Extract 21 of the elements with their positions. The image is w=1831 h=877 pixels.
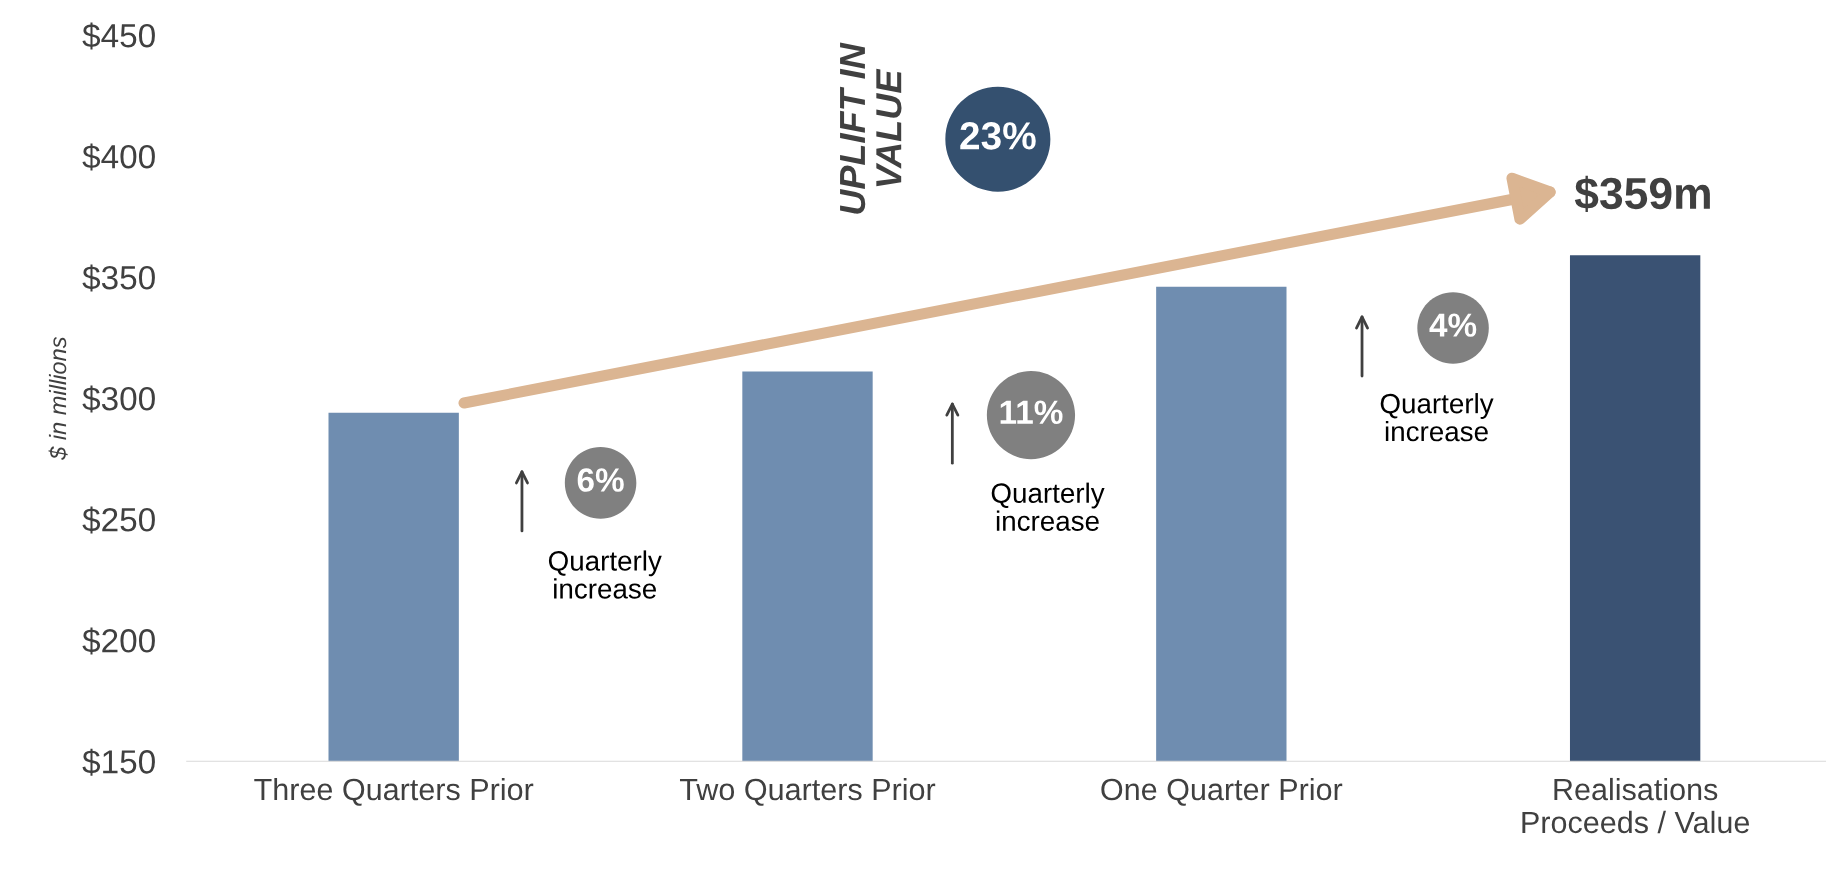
annotation: 6% bbox=[577, 468, 624, 492]
y-tick-label: $300 bbox=[82, 385, 155, 413]
annotation: UPLIFT IN VALUE bbox=[840, 42, 902, 214]
annotation: $359m bbox=[1574, 175, 1710, 213]
annotation: 23% bbox=[960, 122, 1036, 150]
y-tick-label: $150 bbox=[82, 748, 155, 776]
annotation: 4% bbox=[1429, 313, 1477, 337]
x-tick-label: Three Quarters Prior bbox=[254, 777, 534, 806]
x-tick-label: Realisations Proceeds / Value bbox=[1522, 777, 1750, 834]
y-tick-label: $200 bbox=[82, 627, 155, 655]
annotation: Quarterly increase bbox=[991, 482, 1105, 531]
y-tick-label: $350 bbox=[82, 264, 155, 292]
annotation: Quarterly increase bbox=[1380, 393, 1494, 442]
x-tick-label: One Quarter Prior bbox=[1101, 777, 1343, 806]
annotation: Quarterly increase bbox=[548, 550, 662, 599]
y-tick-label: $250 bbox=[82, 506, 155, 534]
y-tick-label: $400 bbox=[82, 143, 155, 171]
annotation: 11% bbox=[1000, 400, 1063, 424]
y-tick-label: $450 bbox=[82, 22, 155, 50]
x-tick-label: Two Quarters Prior bbox=[679, 777, 936, 806]
y-axis-title: $ in millions bbox=[48, 336, 68, 460]
